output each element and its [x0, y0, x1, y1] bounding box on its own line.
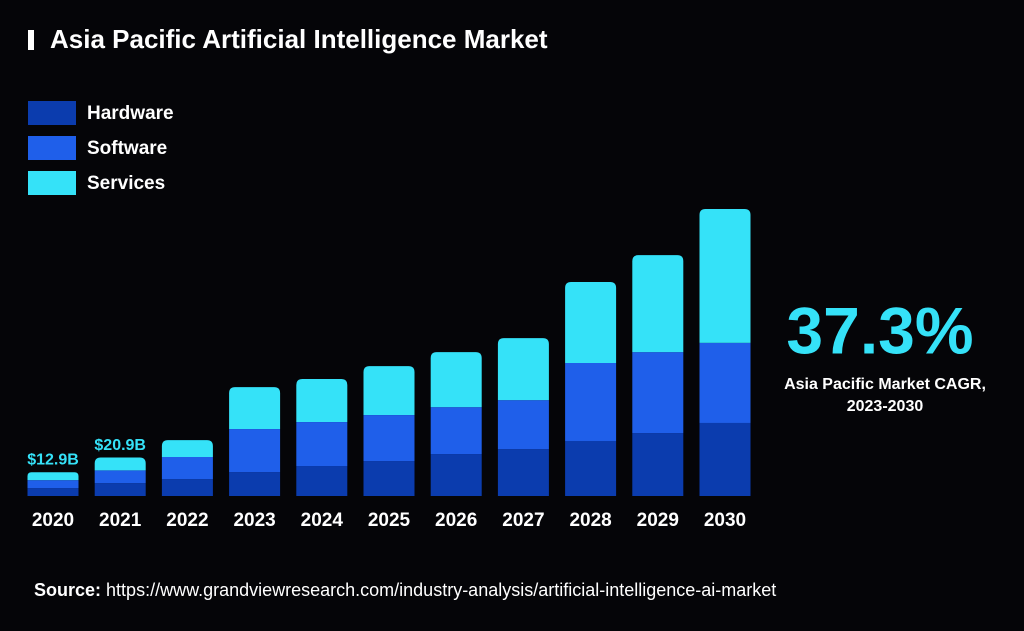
bar-segment: [161, 479, 213, 496]
bar-segment: [94, 483, 146, 496]
bar-segment: [229, 387, 281, 430]
bar-segment: [497, 449, 549, 496]
legend-label: Services: [87, 173, 165, 194]
bar-segment: [699, 342, 751, 423]
legend-label: Software: [87, 138, 167, 159]
title-marker: [28, 30, 34, 50]
bar-segment: [632, 433, 684, 496]
bar-segment: [27, 472, 79, 481]
bar-segment: [430, 454, 482, 496]
bar-segment: [296, 466, 348, 496]
x-tick-label: 2029: [637, 510, 679, 531]
source-label: Source:: [34, 580, 102, 600]
bar-segment: [296, 422, 348, 467]
bar-segment: [229, 429, 281, 473]
legend-swatch: [28, 101, 76, 125]
bar-segment: [565, 362, 617, 441]
cagr-label: Asia Pacific Market CAGR, 2023-2030: [784, 376, 986, 415]
x-tick-label: 2021: [99, 510, 142, 531]
x-tick-label: 2030: [704, 510, 746, 531]
bar-segment: [296, 378, 348, 423]
bar-segment: [565, 440, 617, 496]
legend-swatch: [28, 136, 76, 160]
x-tick-label: 2020: [32, 510, 74, 531]
bar-segment: [27, 480, 79, 489]
bar-segment: [565, 282, 617, 363]
source: Source: https://www.grandviewresearch.co…: [34, 580, 776, 601]
x-tick-label: 2025: [368, 510, 411, 531]
bar-segment: [229, 472, 281, 496]
bar-segment: [363, 415, 415, 462]
bar-segment: [27, 488, 79, 496]
bar-segment: [363, 461, 415, 496]
bar-segment: [161, 440, 213, 457]
bar-segment: [632, 255, 684, 353]
x-tick-label: 2027: [502, 510, 544, 531]
x-tick-label: 2024: [301, 510, 344, 531]
bar-segment: [363, 366, 415, 416]
bar-segment: [161, 456, 213, 480]
bar-segment: [497, 338, 549, 401]
x-tick-label: 2028: [569, 510, 611, 531]
x-tick-label: 2022: [166, 510, 208, 531]
bar-segment: [497, 400, 549, 450]
chart-title: Asia Pacific Artificial Intelligence Mar…: [50, 24, 548, 54]
total-label: $20.9B: [94, 437, 146, 454]
legend-label: Hardware: [87, 103, 174, 124]
bar-segment: [632, 352, 684, 434]
bar-segment: [94, 457, 146, 471]
x-tick-label: 2026: [435, 510, 477, 531]
cagr-value: 37.3%: [786, 293, 973, 367]
total-label: $12.9B: [27, 451, 79, 468]
bar-segment: [430, 352, 482, 408]
source-url: https://www.grandviewresearch.com/indust…: [106, 580, 777, 600]
bar-segment: [430, 407, 482, 455]
bar-segment: [94, 470, 146, 484]
bar-segment: [699, 209, 751, 343]
x-tick-label: 2023: [233, 510, 275, 531]
legend-swatch: [28, 171, 76, 195]
bar-segment: [699, 422, 751, 496]
